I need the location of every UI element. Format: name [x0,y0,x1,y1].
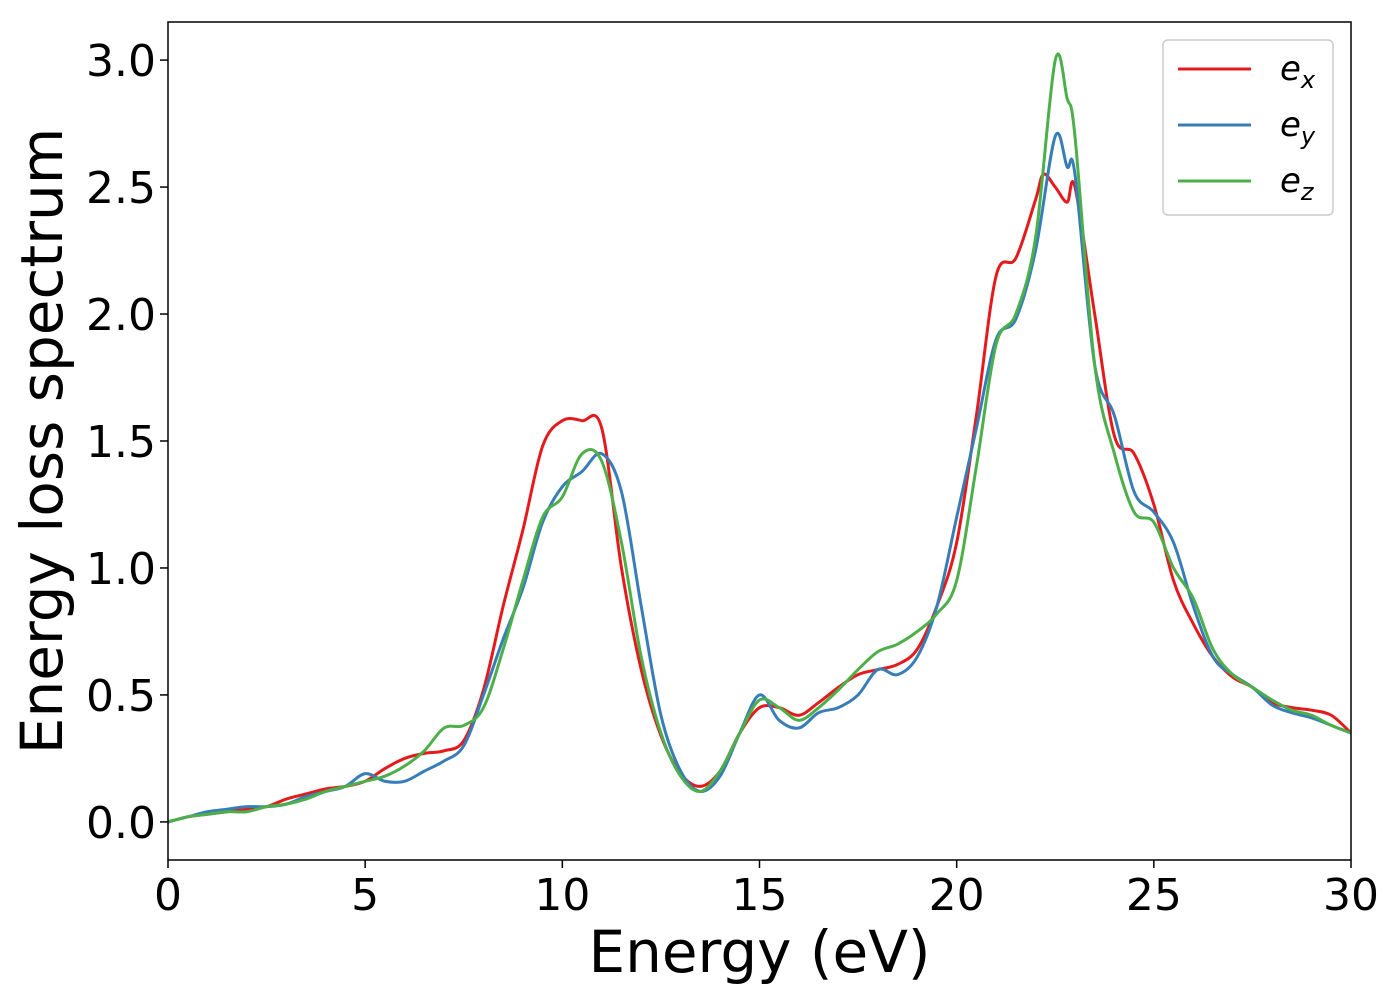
y-tick-label: 2.5 [86,163,156,214]
legend-label-x: ex [1280,49,1316,94]
y-tick-label: 1.5 [86,417,156,468]
y-axis-label: Energy loss spectrum [8,128,76,754]
x-tick-label: 20 [929,870,985,921]
x-tick-label: 0 [154,870,182,921]
y-tick-label: 1.0 [86,544,156,595]
legend: ex ey ez [1162,39,1334,216]
series-layer [168,52,1351,824]
y-tick-label: 2.0 [86,290,156,341]
x-tick-label: 30 [1323,870,1379,921]
x-axis-label: Energy (eV) [588,918,930,986]
x-tick-label: 15 [732,870,788,921]
y-tick-label: 0.5 [86,671,156,722]
x-tick-label: 25 [1126,870,1182,921]
x-tick-label: 10 [534,870,590,921]
y-tick-label: 0.0 [86,798,156,849]
series-line-x [168,172,1351,824]
x-tick-label: 5 [351,870,379,921]
tick-layer: 0 5 10 15 20 25 30 0.0 0.5 1.0 1.5 2.0 2.5 3.0 [86,36,1379,921]
legend-label-y: ey [1280,105,1316,150]
series-line-z [168,52,1351,824]
y-tick-label: 3.0 [86,36,156,87]
legend-label-z: ez [1280,161,1315,206]
legend-box [1162,39,1334,216]
series-line-y [168,131,1351,824]
